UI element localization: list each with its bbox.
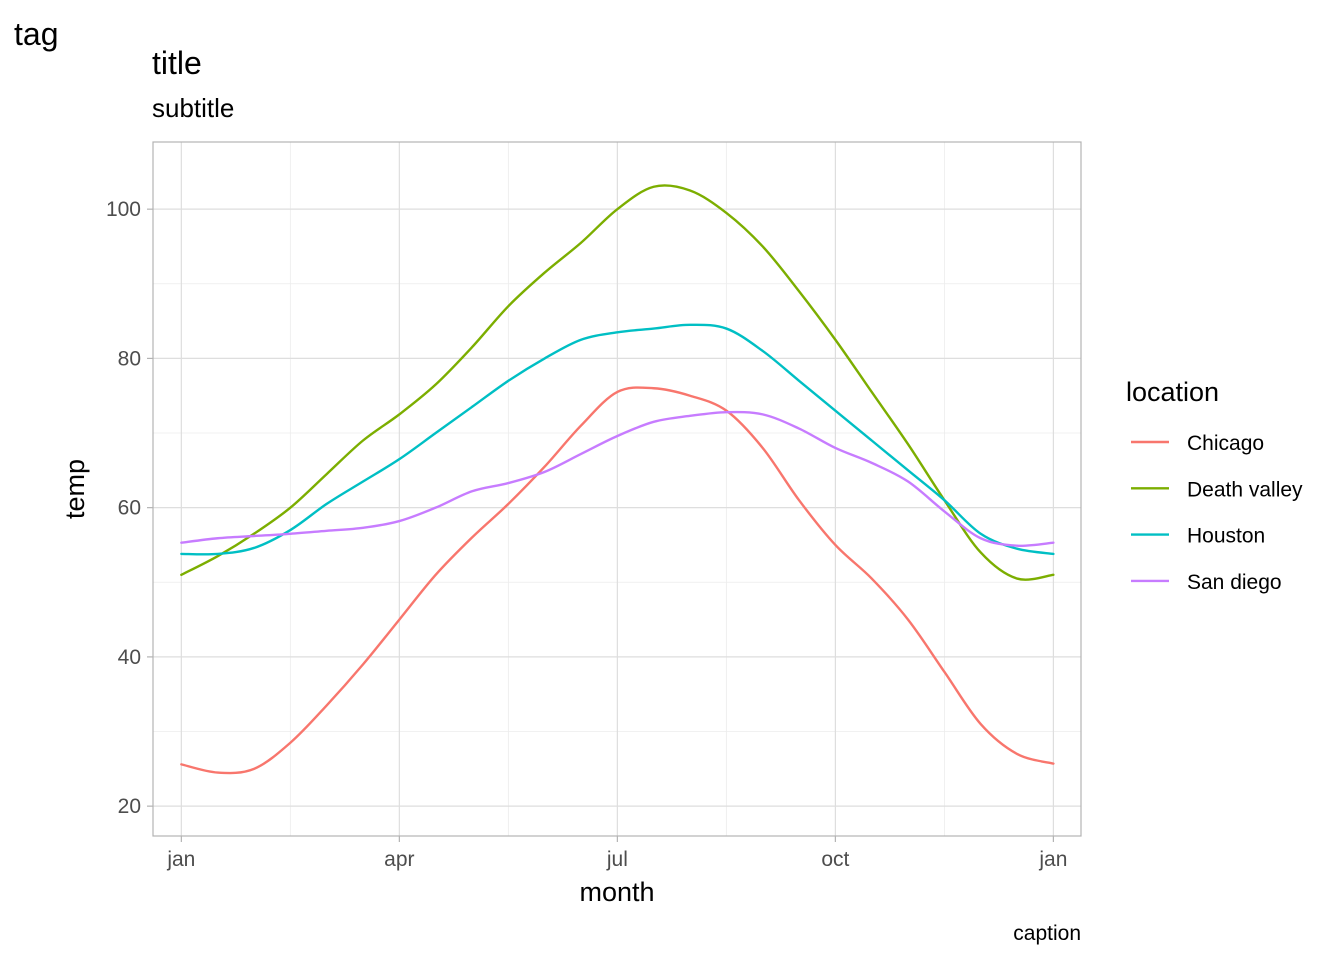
legend: location Chicago Death valley Houston San d… [1126, 377, 1303, 594]
y-tick-label: 100 [106, 198, 141, 221]
series-line-chicago [180, 386, 1055, 775]
series-line-houston [180, 323, 1055, 556]
y-axis-title: temp [60, 459, 90, 519]
grid [153, 142, 1081, 836]
chart-subtitle: subtitle [152, 93, 234, 123]
x-axis-title: month [579, 877, 654, 907]
legend-title: location [1126, 377, 1219, 407]
y-tick-label: 80 [118, 347, 141, 370]
x-tick-label: jan [166, 848, 195, 871]
chart-caption: caption [1013, 922, 1081, 945]
x-tick-label: jul [606, 848, 628, 871]
x-tick-label: jan [1038, 848, 1067, 871]
y-tick-label: 20 [118, 795, 141, 818]
x-tick-label: apr [384, 848, 414, 871]
series-lines [180, 184, 1055, 775]
legend-label-chicago: Chicago [1187, 432, 1264, 455]
legend-label-houston: Houston [1187, 525, 1265, 548]
plot-tag: tag [14, 16, 58, 52]
legend-label-death-valley: Death valley [1187, 478, 1303, 501]
y-tick-label: 40 [118, 646, 141, 669]
chart-title: title [152, 45, 202, 81]
legend-label-san-diego: San diego [1187, 571, 1282, 594]
axes: 20 40 60 80 100 jan apr jul oct jan [106, 198, 1067, 871]
y-tick-label: 60 [118, 497, 141, 520]
x-tick-label: oct [821, 848, 849, 871]
series-line-san-diego [180, 410, 1055, 548]
series-line-death-valley [180, 184, 1055, 581]
